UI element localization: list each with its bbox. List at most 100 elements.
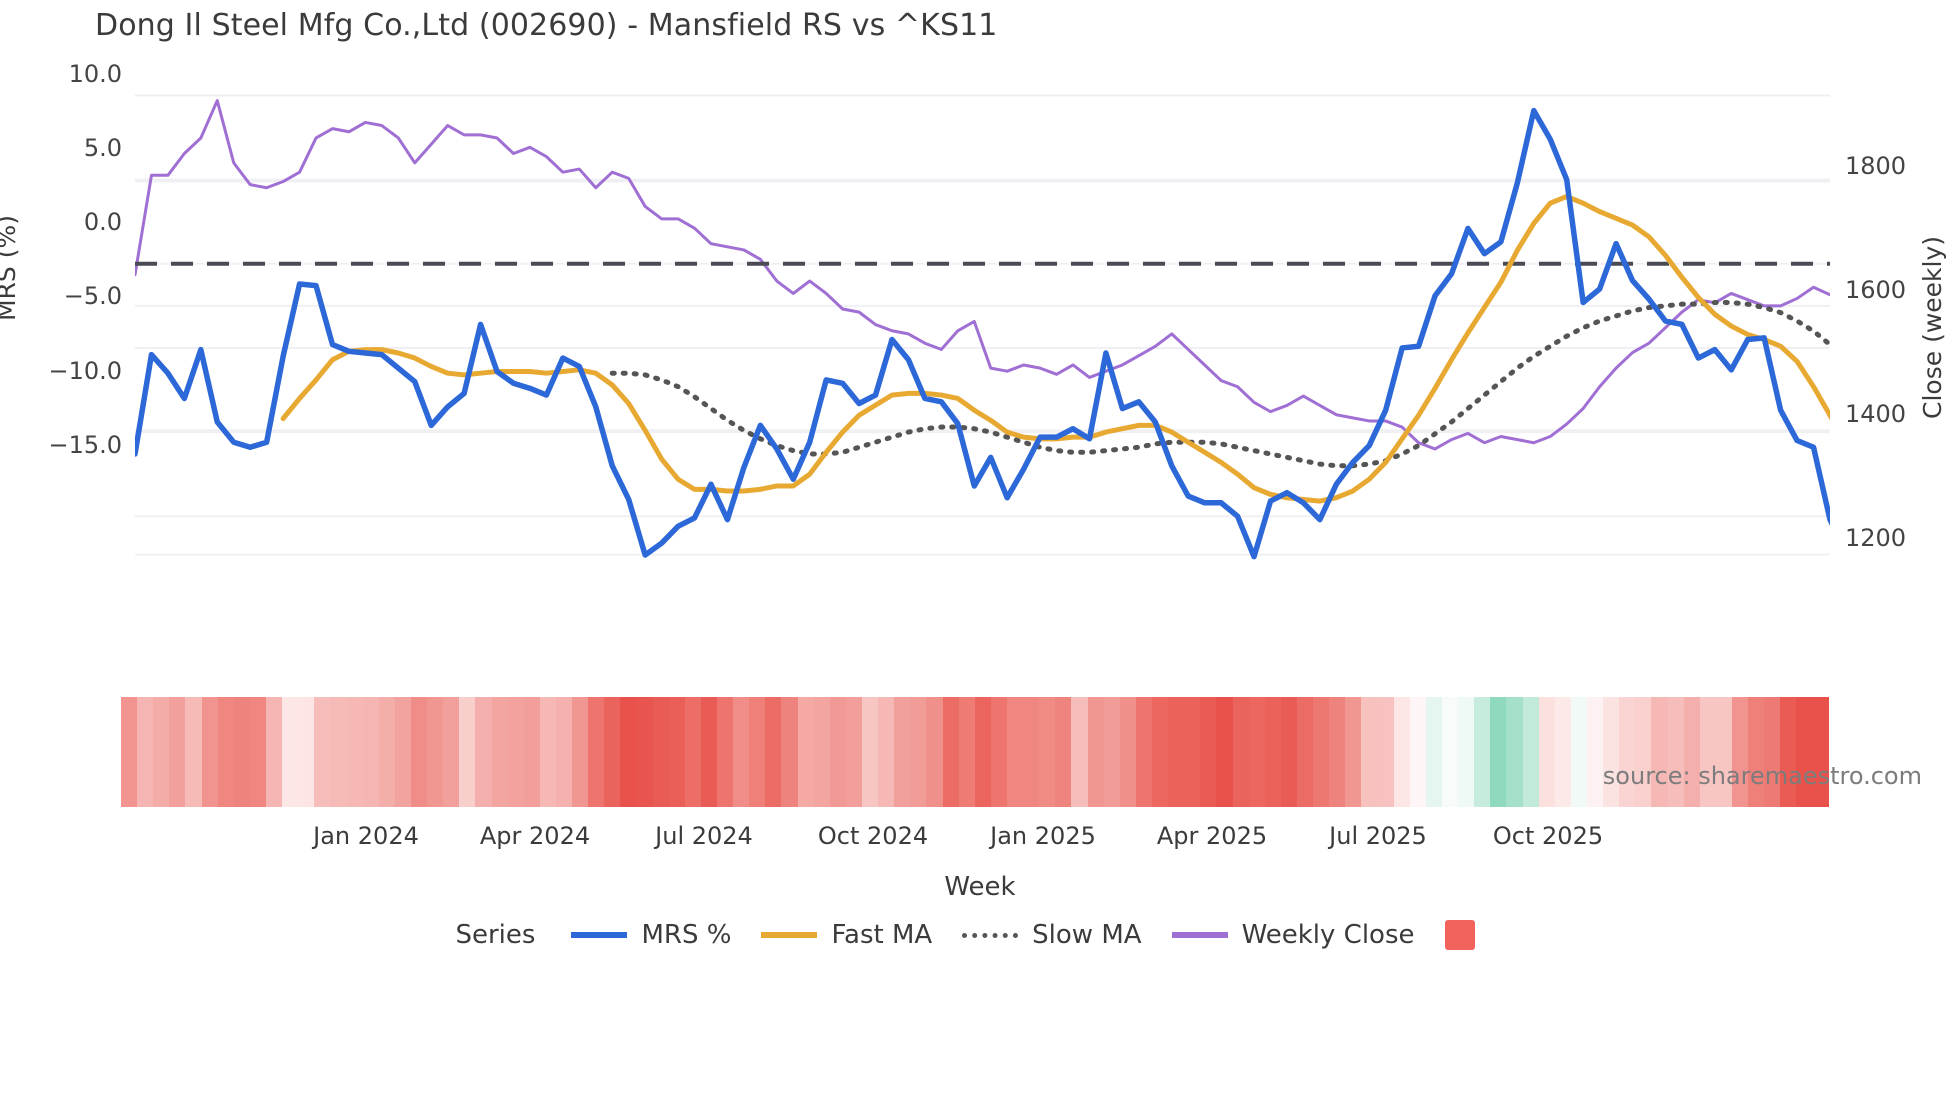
heatmap-cell: [1393, 697, 1410, 807]
heatmap-cell: [1119, 697, 1136, 807]
heatmap-cell: [523, 697, 540, 807]
y-tick-left-2: 0.0: [83, 208, 122, 236]
heatmap-cell: [813, 697, 830, 807]
heatmap-cell: [233, 697, 250, 807]
y-tick-left-1: 5.0: [83, 134, 122, 162]
heatmap-cell: [121, 697, 138, 807]
y-tick-right-3: 1200: [1845, 524, 1907, 552]
heatmap-cell: [1780, 697, 1797, 807]
heatmap-cell: [1055, 697, 1072, 807]
heatmap-cell: [1731, 697, 1749, 807]
heatmap-cell: [1248, 697, 1265, 807]
heatmap-cell: [1216, 697, 1233, 807]
legend-swatch-weekly-close-line-icon: [1171, 932, 1228, 938]
legend-label-fast-ma: Fast MA: [831, 920, 933, 950]
heatmap-cell: [1377, 697, 1394, 807]
heatmap-cell: [974, 697, 991, 807]
heatmap-cell: [1619, 697, 1636, 807]
heatmap-cell: [282, 697, 299, 807]
heatmap-cell: [298, 697, 315, 807]
x-tick-apr-2025: Apr 2025: [1156, 822, 1268, 850]
legend-item-mrs[interactable]: MRS %: [571, 920, 731, 950]
legend-item-heatmap[interactable]: [1444, 920, 1475, 950]
y-tick-right-0: 1800: [1845, 152, 1907, 180]
heatmap-cell: [1296, 697, 1314, 807]
heatmap-cell: [1168, 697, 1185, 807]
heatmap-cell: [1522, 697, 1539, 807]
heatmap-cell: [1313, 697, 1330, 807]
legend-item-slow-ma[interactable]: Slow MA: [962, 920, 1142, 950]
heatmap-cell: [1538, 697, 1555, 807]
heatmap-cell: [1764, 697, 1781, 807]
legend-label-weekly-close: Weekly Close: [1241, 920, 1415, 950]
y-axis-label-left: MRS (%): [0, 215, 21, 322]
heatmap-cell: [878, 697, 895, 807]
heatmap-cell: [668, 697, 685, 807]
heatmap-cell: [491, 697, 508, 807]
legend-item-fast-ma[interactable]: Fast MA: [761, 920, 932, 950]
heatmap-cell: [1796, 697, 1813, 807]
heatmap-cell: [394, 697, 411, 807]
heatmap-cell: [1280, 697, 1297, 807]
heatmap-cell: [1152, 697, 1169, 807]
heatmap-cell: [539, 697, 556, 807]
heatmap-cell: [1490, 697, 1507, 807]
heatmap-cell: [894, 697, 911, 807]
y-tick-left-3: −5.0: [63, 282, 122, 310]
heatmap-cell: [910, 697, 927, 807]
heatmap-cell: [459, 697, 476, 807]
chart-legend: Series MRS % Fast MA Slow MA Weekly Clos…: [0, 920, 1960, 950]
heatmap-cell: [1458, 697, 1475, 807]
y-axis-label-right: Close (weekly): [1918, 236, 1947, 419]
legend-label-slow-ma: Slow MA: [1032, 920, 1142, 950]
x-tick-oct-2025: Oct 2025: [1492, 822, 1604, 850]
heatmap-cell: [572, 697, 589, 807]
heatmap-cell: [733, 697, 750, 807]
heatmap-cell: [153, 697, 170, 807]
heatmap-cell: [1103, 697, 1120, 807]
heatmap-cell: [781, 697, 798, 807]
heatmap-cell: [604, 697, 621, 807]
heatmap-cell: [1023, 697, 1040, 807]
heatmap-cell: [862, 697, 879, 807]
heatmap-cell: [990, 697, 1008, 807]
page-title: Dong Il Steel Mfg Co.,Ltd (002690) - Man…: [95, 8, 998, 43]
heatmap-cell: [684, 697, 701, 807]
heatmap-cell: [137, 697, 154, 807]
x-axis-label: Week: [944, 872, 1016, 902]
heatmap-cell: [1651, 697, 1668, 807]
heatmap-cell: [1635, 697, 1652, 807]
legend-swatch-fast-ma-line-icon: [761, 932, 818, 938]
heatmap-cell: [330, 697, 347, 807]
heatmap-cell: [1683, 697, 1700, 807]
heatmap-cell: [636, 697, 653, 807]
heatmap-cell: [362, 697, 379, 807]
heatmap-cell: [1667, 697, 1684, 807]
heatmap-cell: [926, 697, 943, 807]
heatmap-cell: [765, 697, 782, 807]
y-tick-left-0: 10.0: [68, 60, 122, 88]
y-tick-right-1: 1600: [1845, 276, 1907, 304]
heatmap-cell: [958, 697, 975, 807]
y-tick-left-5: −15.0: [48, 431, 122, 459]
heatmap-cell: [749, 697, 766, 807]
x-tick-jul-2025: Jul 2025: [1329, 822, 1427, 850]
heatmap-cell: [314, 697, 331, 807]
legend-swatch-mrs-line-icon: [571, 932, 628, 938]
heatmap-cell: [410, 697, 428, 807]
heatmap-cell: [169, 697, 186, 807]
series-canvas: [135, 94, 1830, 560]
legend-item-weekly-close[interactable]: Weekly Close: [1171, 920, 1415, 950]
legend-title: Series: [455, 920, 536, 950]
heatmap-cell: [717, 697, 734, 807]
heatmap-cell: [1071, 697, 1088, 807]
heatmap-cell: [700, 697, 718, 807]
heatmap-cell: [797, 697, 814, 807]
heatmap-cell: [1039, 697, 1056, 807]
heatmap-cell: [507, 697, 524, 807]
heatmap-cell: [475, 697, 492, 807]
heatmap-cell: [1474, 697, 1491, 807]
x-tick-jan-2024: Jan 2024: [313, 822, 419, 850]
heatmap-cell: [217, 697, 234, 807]
